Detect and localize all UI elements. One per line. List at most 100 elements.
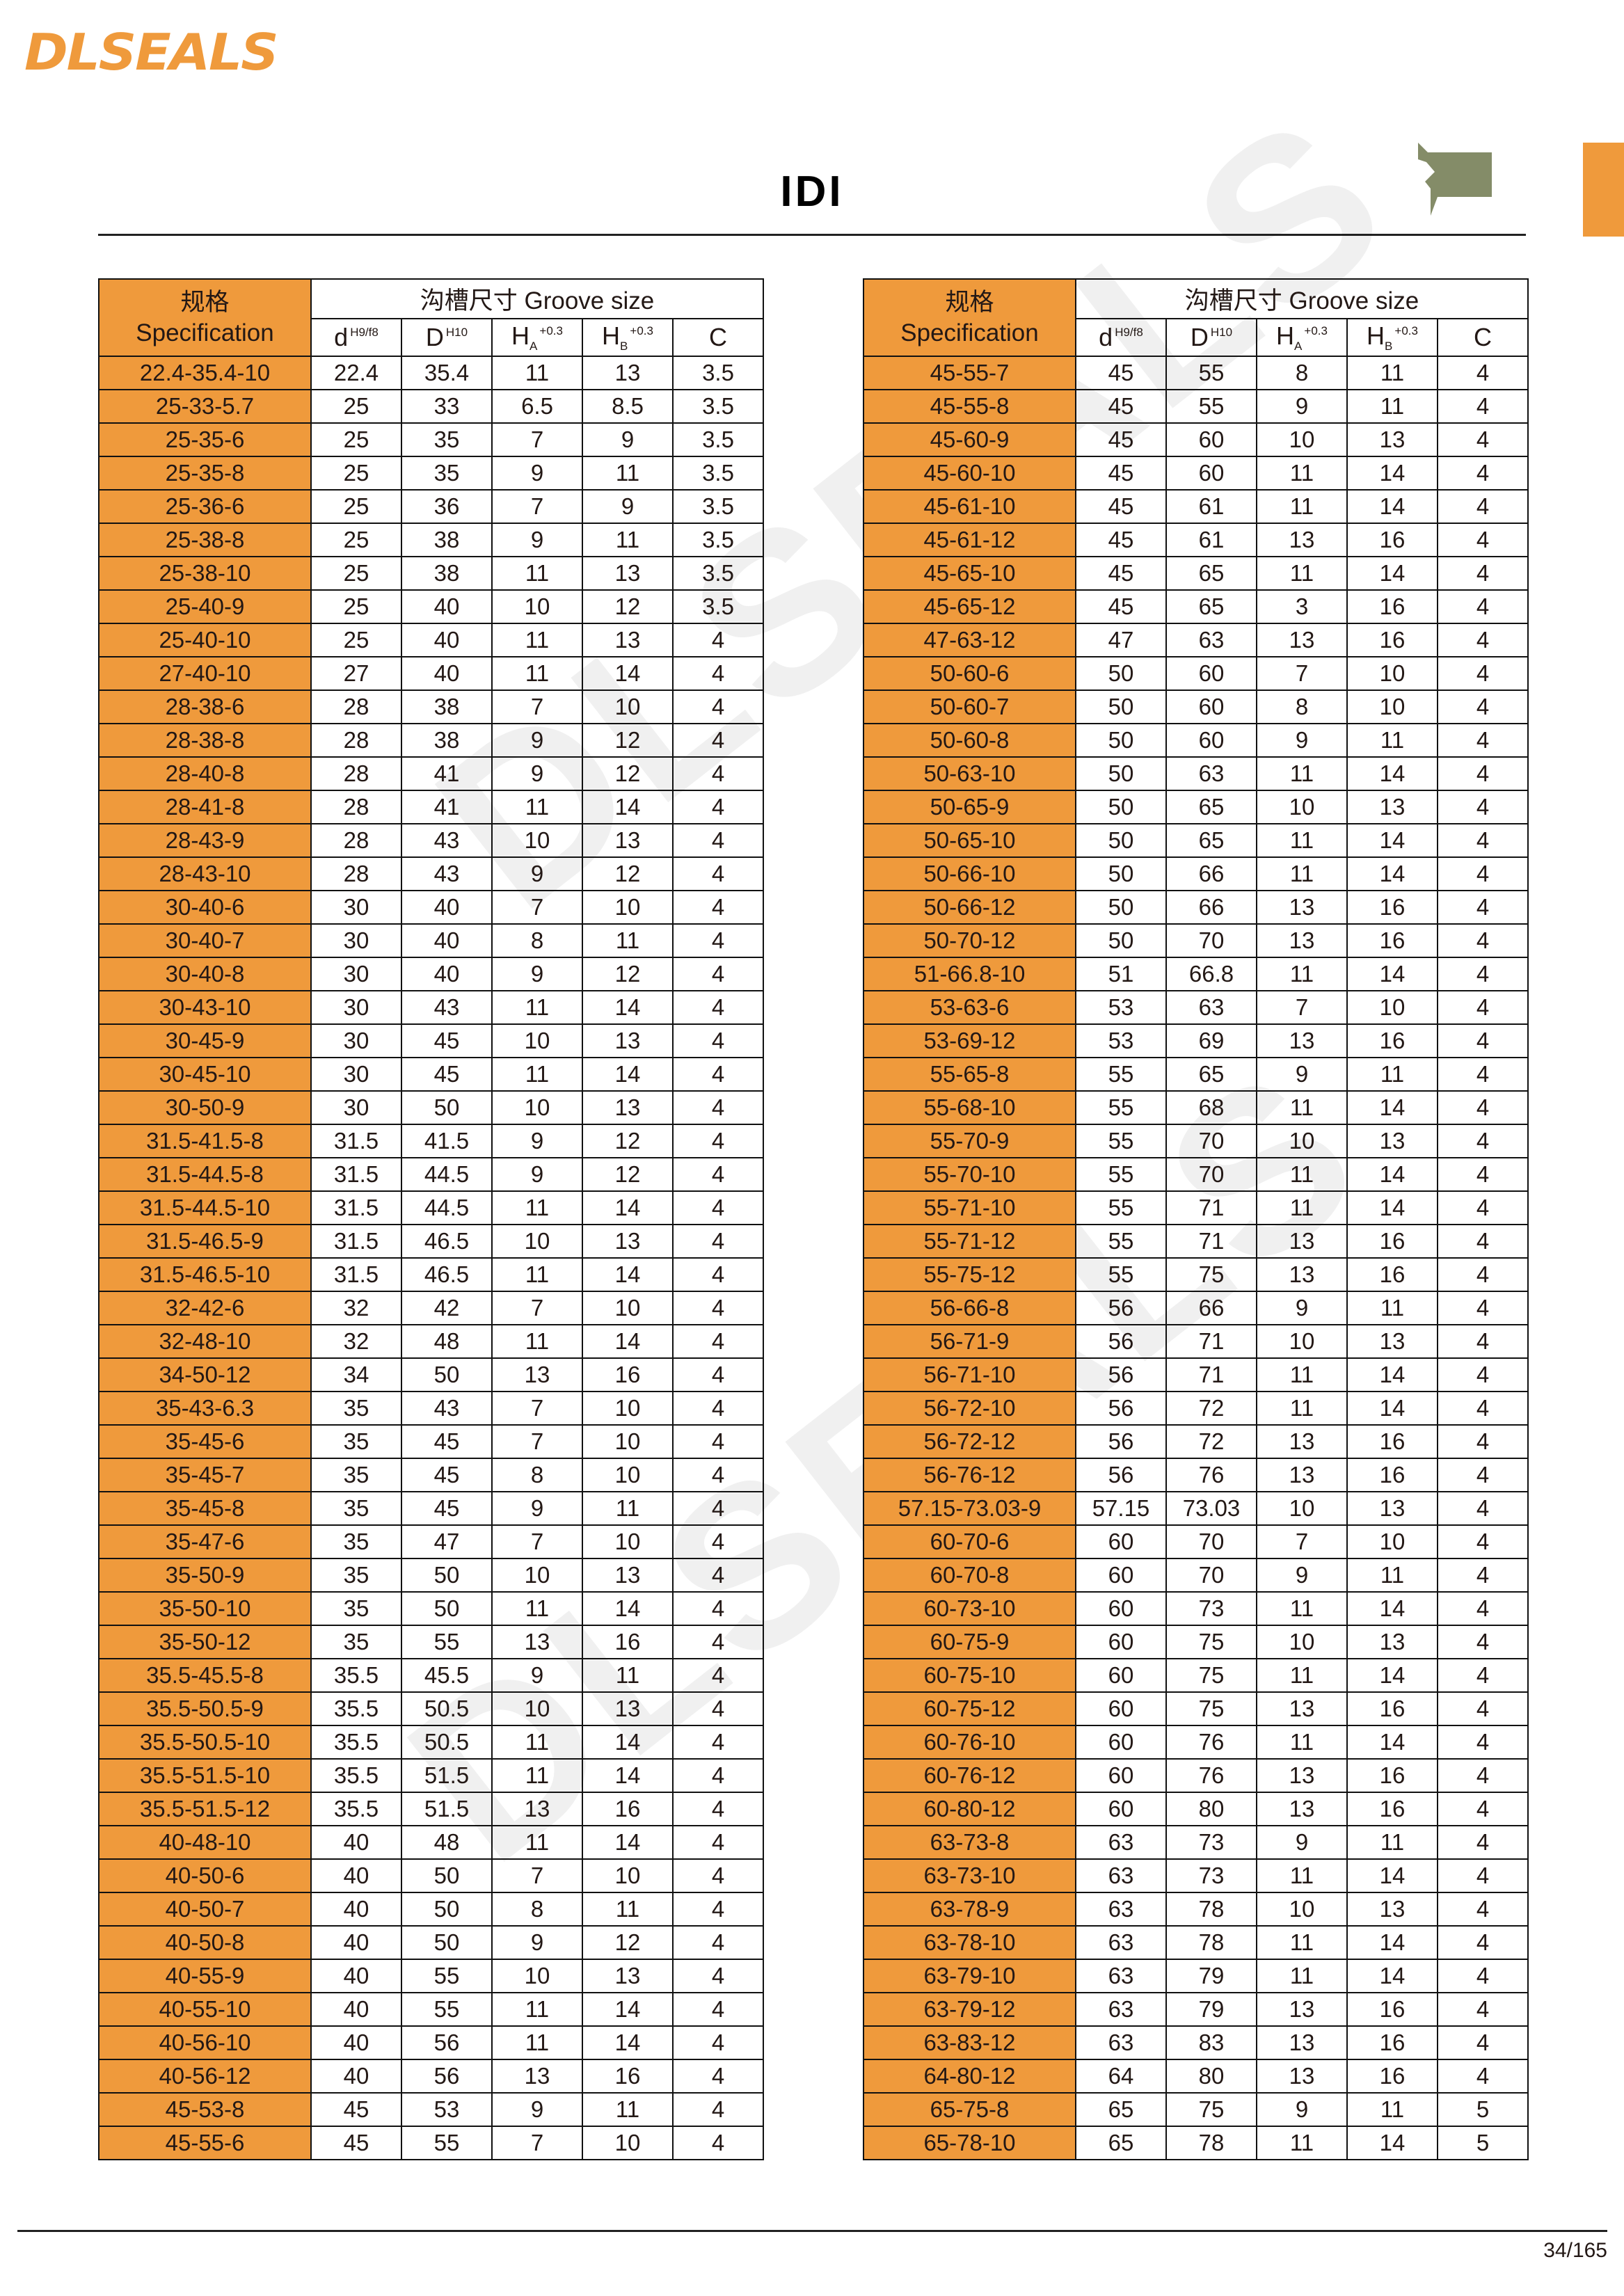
value-cell: 11	[1346, 356, 1438, 390]
value-cell: 40	[310, 1925, 402, 1960]
value-cell: 8.5	[582, 389, 674, 424]
table-row: 40-56-10 40 56 11 14 4	[98, 2025, 764, 2060]
value-cell: 11	[1346, 723, 1438, 758]
value-cell: 13	[582, 1959, 674, 1993]
spec-cell: 35-43-6.3	[98, 1391, 312, 1426]
value-cell: 51	[1075, 957, 1167, 991]
value-cell: 56	[1075, 1424, 1167, 1459]
value-cell: 27	[310, 656, 402, 691]
value-cell: 4	[672, 1357, 764, 1392]
value-cell: 12	[582, 1925, 674, 1960]
value-cell: 60	[1075, 1558, 1167, 1593]
value-cell: 7	[491, 890, 583, 925]
value-cell: 10	[491, 589, 583, 624]
value-cell: 13	[1256, 1224, 1348, 1259]
value-cell: 46.5	[401, 1224, 493, 1259]
value-cell: 4	[1437, 957, 1529, 991]
value-cell: 14	[582, 1992, 674, 2027]
value-cell: 8	[491, 1458, 583, 1492]
value-cell: 16	[1346, 2025, 1438, 2060]
value-cell: 48	[401, 1324, 493, 1359]
value-cell: 14	[1346, 856, 1438, 891]
value-cell: 16	[1346, 1224, 1438, 1259]
value-cell: 9	[1256, 389, 1348, 424]
spec-cell: 28-38-6	[98, 689, 312, 724]
value-cell: 35.5	[310, 1792, 402, 1826]
value-cell: 4	[1437, 1124, 1529, 1158]
value-cell: 38	[401, 723, 493, 758]
value-cell: 8	[1256, 689, 1348, 724]
spec-cell: 45-65-12	[863, 589, 1076, 624]
value-cell: 35.5	[310, 1658, 402, 1693]
value-cell: 71	[1165, 1190, 1257, 1225]
table-row: 65-75-8 65 75 9 11 5	[863, 2092, 1529, 2127]
spec-cell: 65-75-8	[863, 2092, 1076, 2127]
table-row: 25-40-9 25 40 10 12 3.5	[98, 589, 764, 624]
value-cell: 35.5	[310, 1691, 402, 1726]
value-cell: 11	[582, 2092, 674, 2127]
table-row: 55-71-12 55 71 13 16 4	[863, 1224, 1529, 1259]
spec-cell: 65-78-10	[863, 2126, 1076, 2160]
value-cell: 4	[1437, 1357, 1529, 1392]
value-cell: 65	[1165, 556, 1257, 591]
value-cell: 16	[1346, 1758, 1438, 1793]
value-cell: 10	[1256, 1124, 1348, 1158]
table-row: 50-60-7 50 60 8 10 4	[863, 689, 1529, 724]
table-row: 25-36-6 25 36 7 9 3.5	[98, 489, 764, 524]
table-row: 55-75-12 55 75 13 16 4	[863, 1257, 1529, 1292]
value-cell: 75	[1165, 1625, 1257, 1659]
value-cell: 11	[1256, 1391, 1348, 1426]
spec-cell: 35-50-10	[98, 1591, 312, 1626]
column-header: HB+0.3	[582, 318, 674, 357]
value-cell: 71	[1165, 1357, 1257, 1392]
table-row: 63-83-12 63 83 13 16 4	[863, 2025, 1529, 2060]
spec-cell: 57.15-73.03-9	[863, 1491, 1076, 1526]
value-cell: 7	[1256, 656, 1348, 691]
table-row: 55-68-10 55 68 11 14 4	[863, 1090, 1529, 1125]
value-cell: 50	[1075, 756, 1167, 791]
value-cell: 12	[582, 723, 674, 758]
value-cell: 13	[1256, 2025, 1348, 2060]
value-cell: 10	[582, 689, 674, 724]
value-cell: 11	[1256, 1959, 1348, 1993]
spec-cell: 40-50-8	[98, 1925, 312, 1960]
value-cell: 7	[491, 2126, 583, 2160]
header-row: 规格 Specification 沟槽尺寸 Groove size	[98, 278, 764, 357]
value-cell: 12	[582, 589, 674, 624]
value-cell: 79	[1165, 1992, 1257, 2027]
spec-cell: 60-75-10	[863, 1658, 1076, 1693]
value-cell: 9	[491, 1157, 583, 1192]
value-cell: 11	[491, 790, 583, 824]
value-cell: 10	[491, 1023, 583, 1058]
value-cell: 10	[1346, 689, 1438, 724]
spec-cell: 60-75-9	[863, 1625, 1076, 1659]
value-cell: 13	[491, 1792, 583, 1826]
value-cell: 11	[1256, 1090, 1348, 1125]
value-cell: 9	[491, 456, 583, 491]
spec-cell: 35.5-50.5-9	[98, 1691, 312, 1726]
value-cell: 4	[1437, 456, 1529, 491]
value-cell: 11	[1256, 1157, 1348, 1192]
value-cell: 10	[1256, 1892, 1348, 1927]
table-row: 31.5-44.5-10 31.5 44.5 11 14 4	[98, 1190, 764, 1225]
table-row: 31.5-46.5-9 31.5 46.5 10 13 4	[98, 1224, 764, 1259]
value-cell: 63	[1165, 623, 1257, 657]
value-cell: 13	[582, 1023, 674, 1058]
value-cell: 11	[1256, 957, 1348, 991]
spec-cell: 25-36-6	[98, 489, 312, 524]
table-row: 40-50-6 40 50 7 10 4	[98, 1858, 764, 1893]
value-cell: 56	[401, 2025, 493, 2060]
spec-cell: 56-76-12	[863, 1458, 1076, 1492]
value-cell: 60	[1165, 656, 1257, 691]
spec-cell: 28-38-8	[98, 723, 312, 758]
value-cell: 4	[1437, 623, 1529, 657]
spec-cell: 45-60-9	[863, 422, 1076, 457]
value-cell: 78	[1165, 1925, 1257, 1960]
value-cell: 56	[1075, 1357, 1167, 1392]
value-cell: 10	[582, 1391, 674, 1426]
value-cell: 3.5	[672, 456, 764, 491]
seal-profile-icon	[1418, 143, 1492, 216]
value-cell: 9	[491, 957, 583, 991]
spec-cell: 30-43-10	[98, 990, 312, 1025]
value-cell: 25	[310, 422, 402, 457]
